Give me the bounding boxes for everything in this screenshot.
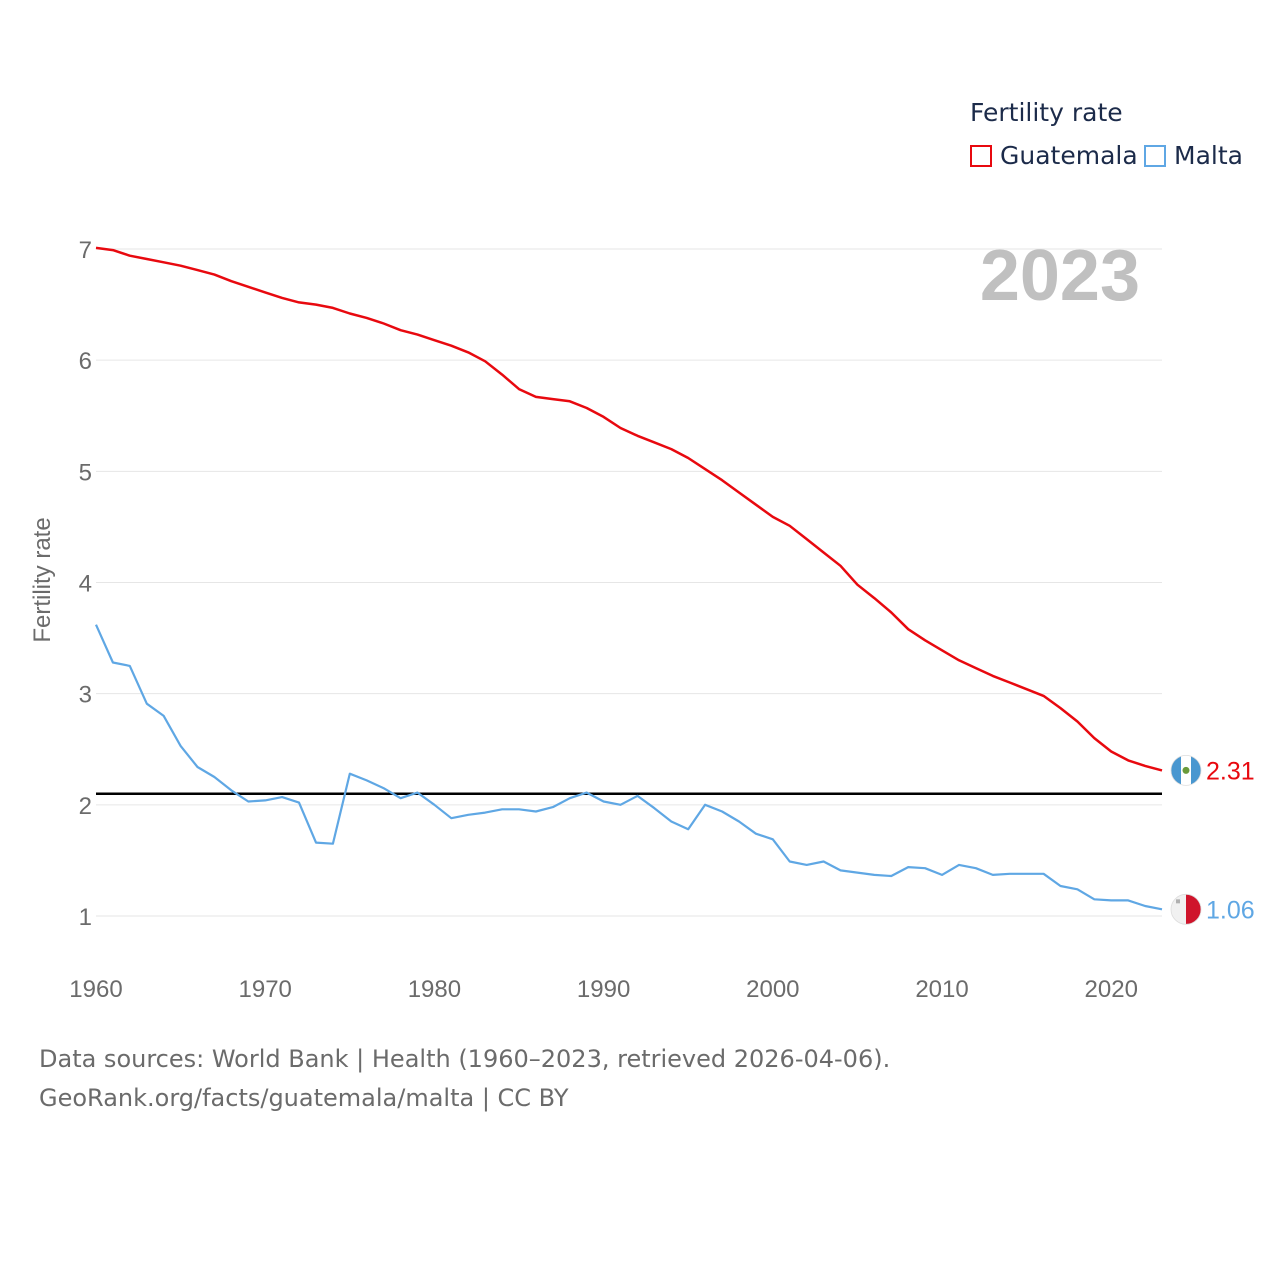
- malta-flag-icon: [1170, 893, 1202, 925]
- series-line-guatemala: [95, 246, 1163, 772]
- y-tick-label-3: 3: [79, 682, 92, 709]
- end-value-label-guatemala: 2.31: [1206, 757, 1255, 785]
- x-axis-ticks: 1960 1970 1980 1990 2000 2010 2020: [69, 976, 1138, 1003]
- legend-label-guatemala: Guatemala: [1000, 141, 1138, 170]
- x-tick-label-1980: 1980: [408, 976, 461, 1003]
- y-tick-label-1: 1: [79, 904, 92, 931]
- legend-item-guatemala[interactable]: Guatemala: [970, 141, 1138, 170]
- guatemala-flag-icon: [1170, 754, 1202, 786]
- y-axis-ticks: 1 2 3 4 5 6 7: [79, 237, 92, 931]
- y-tick-label-2: 2: [79, 793, 92, 820]
- y-tick-label-4: 4: [79, 571, 92, 598]
- x-tick-label-2000: 2000: [746, 976, 799, 1003]
- x-tick-label-1990: 1990: [577, 976, 630, 1003]
- footer-sources: Data sources: World Bank | Health (1960–…: [39, 1045, 891, 1073]
- x-tick-label-2020: 2020: [1085, 976, 1138, 1003]
- end-value-label-malta: 1.06: [1206, 896, 1255, 924]
- y-axis-label: Fertility rate: [29, 517, 56, 642]
- grid-lines: [96, 248, 1162, 917]
- series-line-malta: [94, 624, 1163, 911]
- legend-swatch-guatemala: [970, 144, 992, 167]
- x-tick-label-2010: 2010: [915, 976, 968, 1003]
- x-tick-label-1970: 1970: [239, 976, 292, 1003]
- series-end-markers: 2.31 1.06: [1170, 754, 1255, 925]
- y-tick-label-5: 5: [79, 459, 92, 486]
- footer-attribution[interactable]: GeoRank.org/facts/guatemala/malta | CC B…: [39, 1084, 569, 1112]
- legend-label-malta: Malta: [1174, 141, 1243, 170]
- x-tick-label-1960: 1960: [69, 976, 122, 1003]
- y-tick-label-6: 6: [79, 348, 92, 375]
- y-tick-label-7: 7: [79, 237, 92, 264]
- legend-swatch-malta: [1144, 144, 1166, 167]
- legend-item-malta[interactable]: Malta: [1144, 141, 1243, 170]
- year-watermark: 2023: [980, 236, 1140, 316]
- legend-title: Fertility rate: [970, 98, 1123, 127]
- series-lines: [94, 246, 1163, 911]
